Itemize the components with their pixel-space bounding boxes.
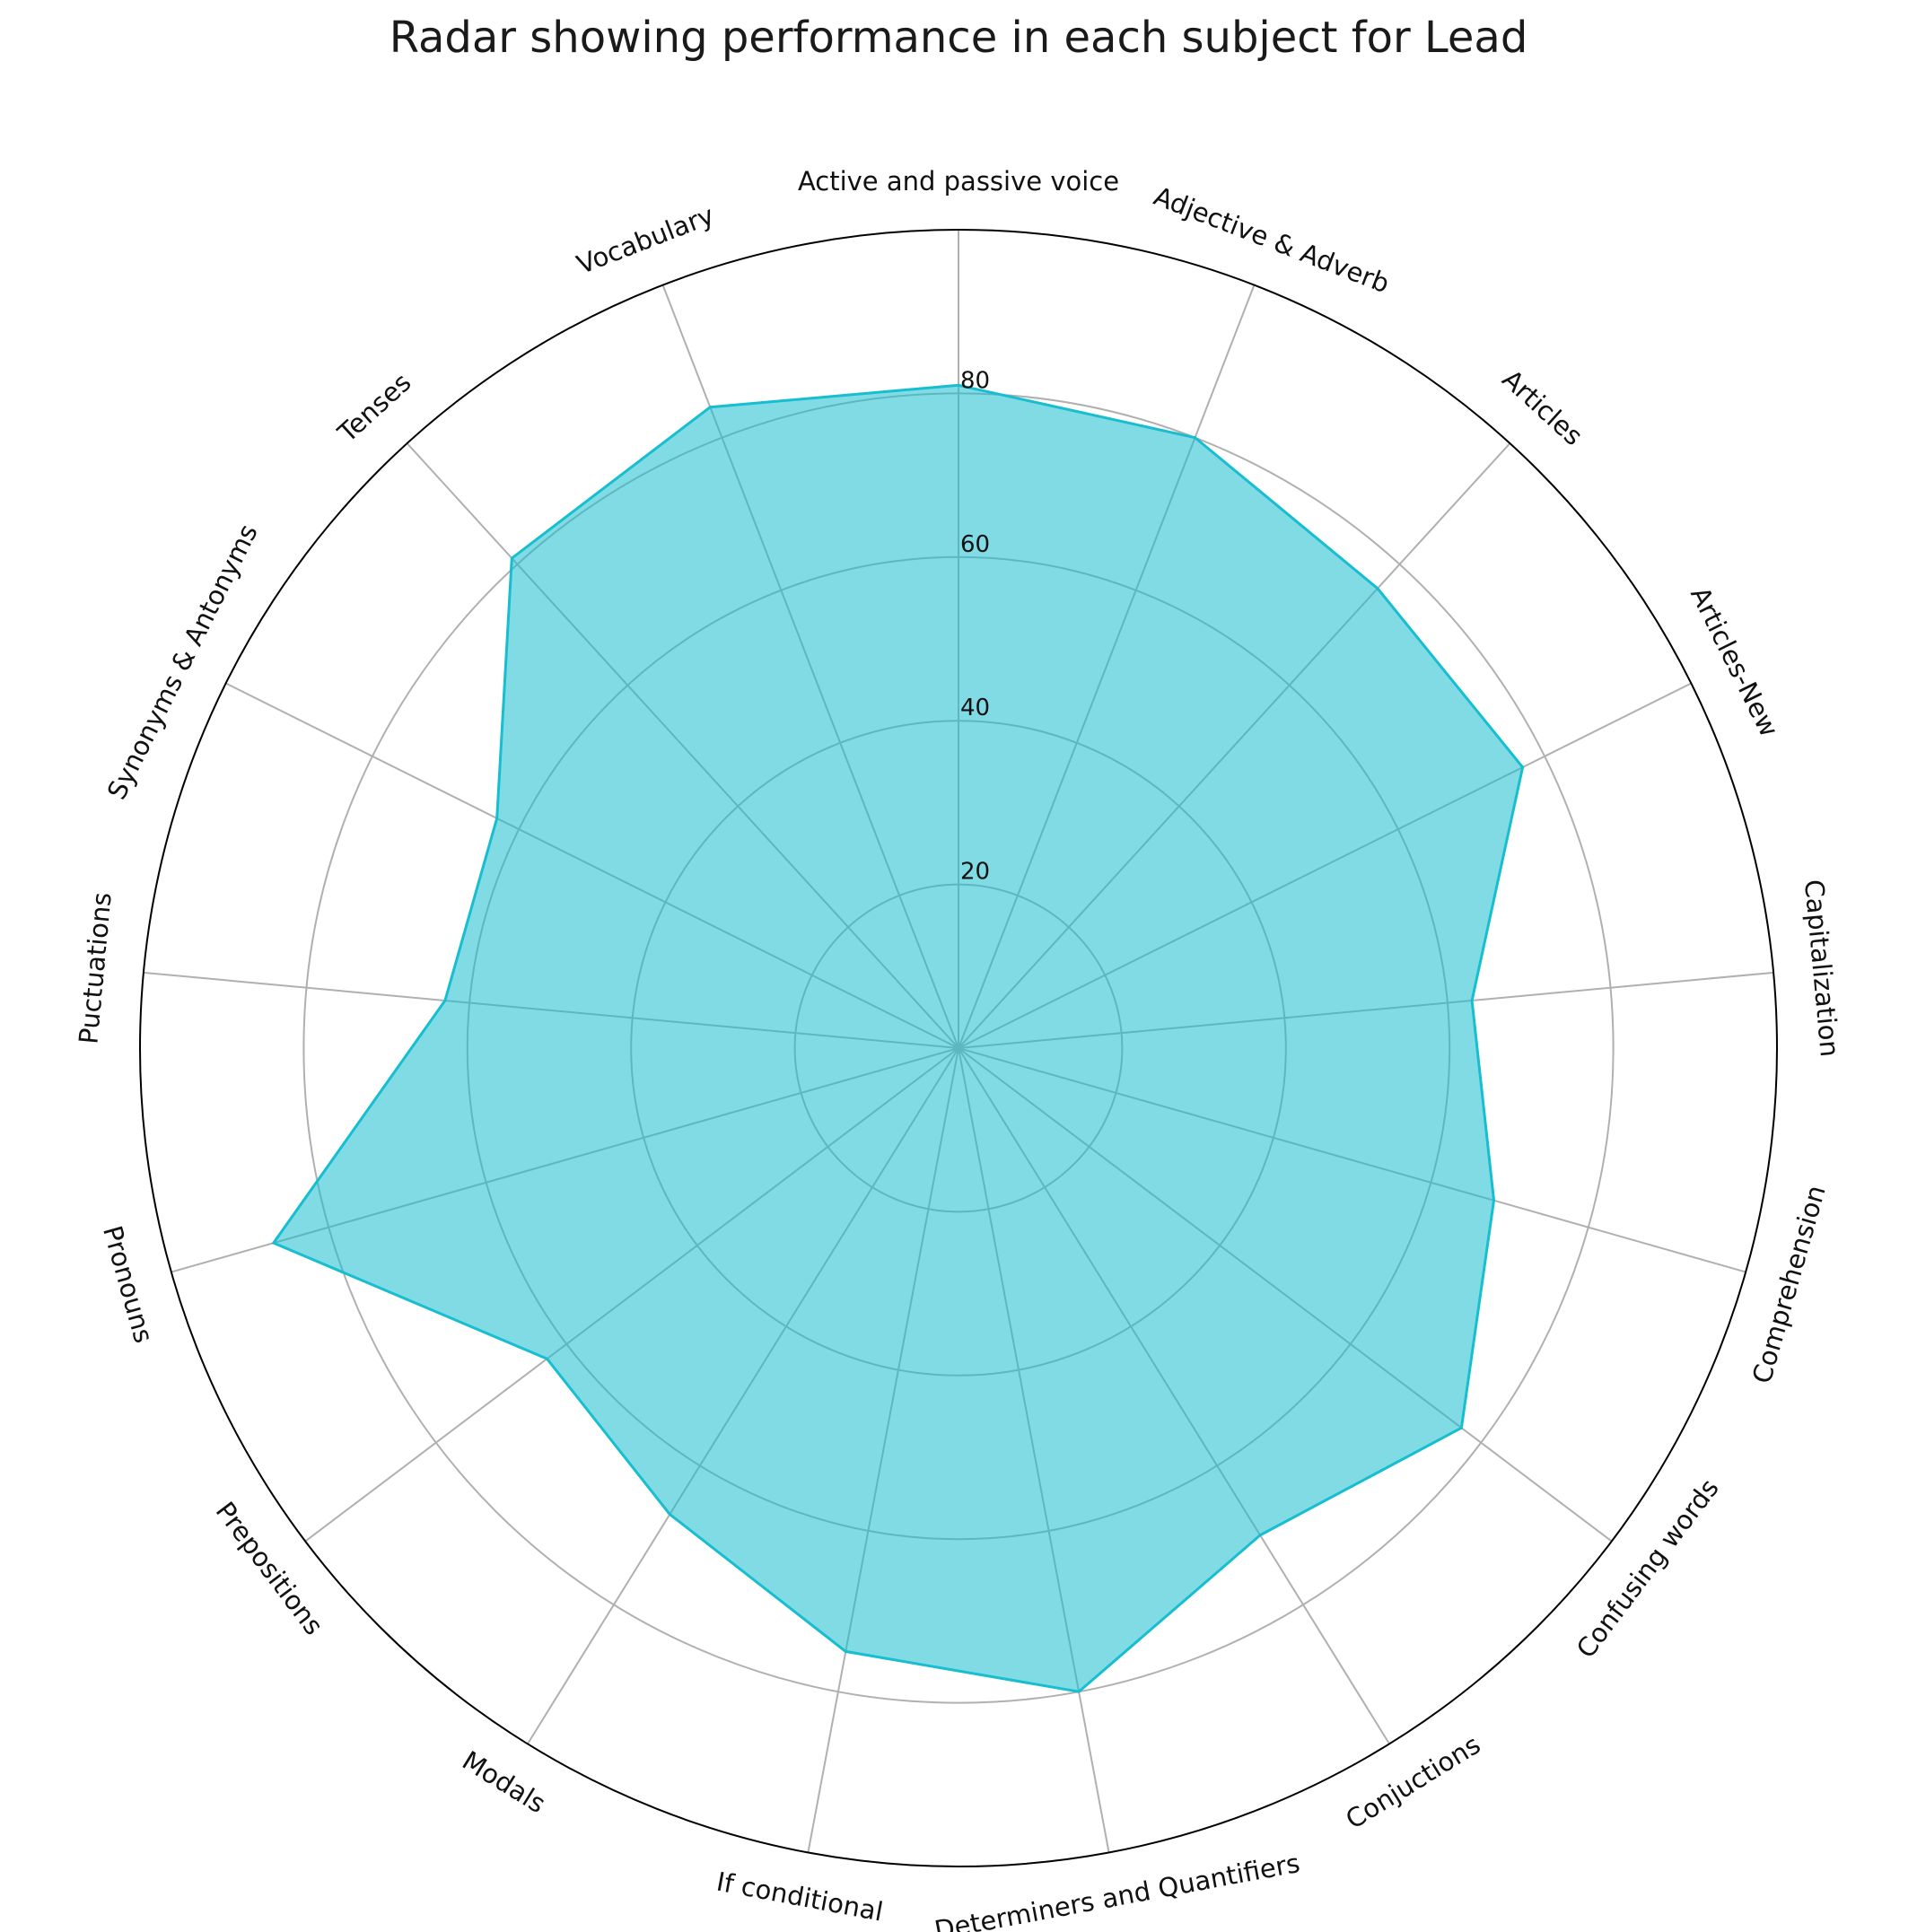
data-point: [844, 1649, 847, 1653]
category-label: Pronouns: [97, 1222, 159, 1346]
category-label: Vocabulary: [573, 199, 718, 280]
category-label: Prepositions: [210, 1496, 329, 1640]
category-label: Articles: [1496, 363, 1589, 451]
category-label: Puctuations: [73, 891, 117, 1045]
data-point: [1459, 1426, 1463, 1429]
radial-tick-label: 40: [960, 695, 990, 721]
data-point: [1376, 587, 1379, 590]
data-layer: [271, 383, 1525, 1693]
data-series-area: [271, 383, 1525, 1693]
data-point: [1521, 765, 1525, 769]
chart-title: Radar showing performance in each subjec…: [389, 13, 1528, 63]
category-label: Determiners and Quantifiers: [932, 1848, 1302, 1932]
radial-tick-label: 60: [960, 531, 990, 558]
data-point: [1492, 1199, 1495, 1202]
data-point: [957, 383, 960, 387]
data-point: [443, 999, 447, 1002]
category-label: If conditional: [714, 1866, 886, 1928]
category-label: Synonyms & Antonyms: [101, 520, 264, 805]
data-point: [495, 817, 499, 820]
category-label: Modals: [457, 1745, 551, 1820]
category-label: Adjective & Adverb: [1150, 180, 1394, 299]
data-point: [1258, 1534, 1262, 1537]
category-label: Capitalization: [1799, 879, 1845, 1059]
data-point: [272, 1241, 276, 1245]
radial-tick-label: 80: [960, 367, 990, 394]
category-label: Confusing words: [1571, 1473, 1725, 1664]
data-point: [510, 556, 513, 560]
outer-ring: [139, 229, 1778, 1867]
category-label: Active and passive voice: [798, 166, 1119, 197]
data-point: [1194, 436, 1197, 440]
radial-tick-label: 20: [960, 859, 990, 886]
category-label: Conjuctions: [1340, 1729, 1485, 1835]
category-label: Tenses: [331, 367, 416, 449]
data-point: [1470, 999, 1474, 1002]
data-point: [708, 406, 712, 409]
category-label: Comprehension: [1746, 1182, 1832, 1386]
data-point: [668, 1513, 671, 1517]
data-point: [545, 1357, 548, 1360]
category-label: Articles-New: [1685, 581, 1784, 741]
data-point: [1077, 1690, 1081, 1693]
